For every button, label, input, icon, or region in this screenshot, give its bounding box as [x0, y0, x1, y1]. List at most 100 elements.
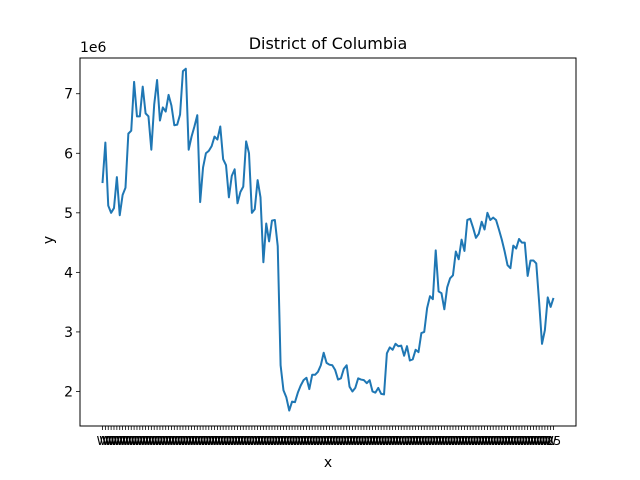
x-tick-label: W [513, 434, 525, 448]
x-tick-label: W [361, 434, 373, 448]
x-tick-label: W [229, 434, 241, 448]
x-tick-label: W [516, 434, 528, 448]
x-tick-label: W [484, 434, 496, 448]
x-tick-label: W [163, 434, 175, 448]
x-tick-label: W [476, 434, 488, 448]
x-tick-label: W [128, 434, 140, 448]
x-tick-label: W [255, 434, 267, 448]
chart-title: District of Columbia [249, 34, 408, 53]
x-tick-label: W [97, 434, 109, 448]
x-tick-label: W [450, 434, 462, 448]
x-tick-label: W [493, 434, 505, 448]
x-tick-label: W [441, 434, 453, 448]
x-tick-label: W [298, 434, 310, 448]
x-tick-label: 25 [546, 434, 561, 448]
x-tick-label: W [188, 434, 200, 448]
x-tick-label: W [125, 434, 137, 448]
x-tick-label: W [364, 434, 376, 448]
x-tick-label: W [171, 434, 183, 448]
x-tick-label: W [539, 434, 551, 448]
x-tick-label: W [131, 434, 143, 448]
x-tick-label: W [197, 434, 209, 448]
x-tick-label: W [415, 434, 427, 448]
x-tick-label: W [191, 434, 203, 448]
x-tick-label: W [341, 434, 353, 448]
x-tick-label: W [180, 434, 192, 448]
x-tick-label: W [536, 434, 548, 448]
x-tick-label: W [335, 434, 347, 448]
x-tick-label: W [99, 434, 111, 448]
x-tick-label: W [206, 434, 218, 448]
x-tick-label: W [507, 434, 519, 448]
x-tick-label: W [194, 434, 206, 448]
x-tick-label: W [120, 434, 132, 448]
x-tick-label: W [418, 434, 430, 448]
x-tick-label: W [372, 434, 384, 448]
x-tick-label: W [295, 434, 307, 448]
x-tick-label: W [395, 434, 407, 448]
x-tick-label: W [318, 434, 330, 448]
x-tick-label: W [401, 434, 413, 448]
x-tick-label: W [105, 434, 117, 448]
x-tick-label: W [367, 434, 379, 448]
x-axis: WWWWWWWWWWWWWWWWWWWWWWWWWWWWWWWWWWWWWWWW… [97, 426, 561, 448]
x-tick-label: W [226, 434, 238, 448]
x-tick-label: W [168, 434, 180, 448]
x-tick-label: W [326, 434, 338, 448]
x-tick-label: W [461, 434, 473, 448]
x-tick-label: W [177, 434, 189, 448]
x-tick-label: W [499, 434, 511, 448]
x-tick-label: W [303, 434, 315, 448]
x-tick-label: W [510, 434, 522, 448]
series-line [101, 67, 555, 412]
x-tick-label: W [456, 434, 468, 448]
x-tick-label: W [344, 434, 356, 448]
y-tick-label: 3 [64, 325, 73, 341]
x-tick-label: W [542, 434, 554, 448]
x-tick-label: W [148, 434, 160, 448]
x-tick-label: W [321, 434, 333, 448]
x-tick-label: W [200, 434, 212, 448]
x-tick-label: W [447, 434, 459, 448]
x-tick-label: W [338, 434, 350, 448]
x-tick-label: W [436, 434, 448, 448]
x-tick-label: W [154, 434, 166, 448]
x-tick-label: W [390, 434, 402, 448]
x-tick-label: W [438, 434, 450, 448]
y-tick-label: 2 [64, 384, 73, 400]
x-tick-label: W [312, 434, 324, 448]
x-tick-label: W [384, 434, 396, 448]
x-tick-label: W [306, 434, 318, 448]
x-tick-label: W [223, 434, 235, 448]
y-axis-multiplier: 1e6 [80, 40, 107, 56]
x-tick-label: W [375, 434, 387, 448]
x-tick-label: W [398, 434, 410, 448]
x-tick-label: W [467, 434, 479, 448]
x-tick-label: W [214, 434, 226, 448]
x-tick-label: W [369, 434, 381, 448]
x-tick-label: W [211, 434, 223, 448]
x-tick-label: W [269, 434, 281, 448]
x-tick-label: W [203, 434, 215, 448]
x-tick-label: W [355, 434, 367, 448]
x-tick-label: W [289, 434, 301, 448]
x-tick-label: W [122, 434, 134, 448]
x-tick-label: W [280, 434, 292, 448]
x-tick-label: W [392, 434, 404, 448]
x-tick-label: W [137, 434, 149, 448]
y-tick-label: 7 [64, 87, 73, 103]
x-tick-label: W [453, 434, 465, 448]
x-tick-label: W [237, 434, 249, 448]
x-tick-label: W [272, 434, 284, 448]
x-tick-label: W [257, 434, 269, 448]
x-tick-label: W [346, 434, 358, 448]
x-tick-label: W [249, 434, 261, 448]
x-tick-label: W [381, 434, 393, 448]
x-tick-label: W [545, 434, 557, 448]
x-tick-label: W [530, 434, 542, 448]
x-tick-label: W [413, 434, 425, 448]
x-tick-label: W [490, 434, 502, 448]
x-tick-label: W [464, 434, 476, 448]
x-tick-label: W [479, 434, 491, 448]
